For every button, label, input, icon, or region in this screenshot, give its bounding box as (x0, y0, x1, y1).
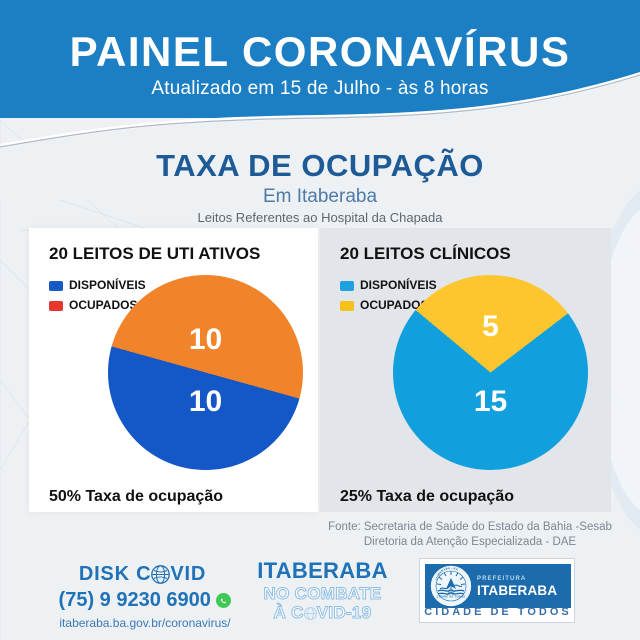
svg-text:CIDADE DE TODOS: CIDADE DE TODOS (437, 595, 466, 599)
